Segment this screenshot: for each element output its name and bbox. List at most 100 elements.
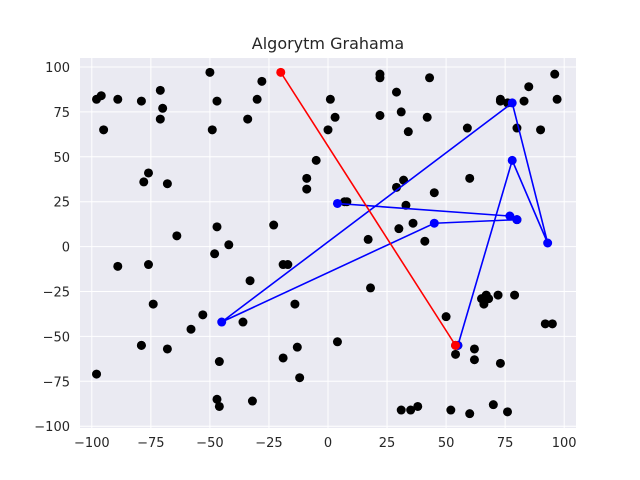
data-point	[420, 236, 430, 246]
x-tick-label: 50	[438, 436, 455, 451]
data-point	[92, 369, 102, 379]
data-point	[375, 110, 385, 120]
x-tick-label: 100	[552, 436, 577, 451]
data-point	[503, 407, 513, 417]
data-point	[332, 337, 342, 347]
data-point	[257, 76, 267, 86]
data-point	[99, 125, 109, 135]
data-point	[451, 349, 461, 359]
data-point	[292, 342, 302, 352]
data-point	[465, 173, 475, 183]
data-point	[408, 218, 418, 228]
data-point	[425, 73, 435, 83]
grid	[80, 58, 576, 428]
data-point	[465, 409, 475, 419]
data-point	[488, 400, 498, 410]
data-point	[155, 114, 165, 124]
data-point	[536, 125, 546, 135]
data-point	[469, 355, 479, 365]
blue-vertex	[543, 238, 553, 248]
y-tick-label: −50	[43, 330, 70, 345]
data-point	[302, 184, 312, 194]
data-point	[519, 96, 529, 106]
y-tick-label: 50	[53, 151, 70, 166]
data-point	[212, 222, 222, 232]
data-point	[550, 69, 560, 79]
data-point	[247, 396, 257, 406]
data-point	[143, 260, 153, 270]
data-point	[495, 96, 505, 106]
y-tick-label: 100	[45, 61, 70, 76]
data-point	[524, 82, 534, 92]
data-point	[311, 155, 321, 165]
data-point	[552, 94, 562, 104]
data-point	[212, 96, 222, 106]
data-point	[278, 260, 288, 270]
y-tick-label: −25	[43, 285, 70, 300]
path-vertices	[217, 67, 553, 350]
data-point	[325, 94, 335, 104]
data-point	[396, 405, 406, 415]
data-point	[323, 125, 333, 135]
data-point	[446, 405, 456, 415]
y-tick-label: −100	[34, 420, 70, 435]
blue-vertex	[332, 198, 342, 208]
data-point	[403, 127, 413, 137]
data-point	[198, 310, 208, 320]
chart-title: Algorytm Grahama	[252, 34, 404, 53]
y-tick-label: 25	[53, 196, 70, 211]
data-point	[136, 96, 146, 106]
data-point	[205, 67, 215, 77]
data-point	[484, 294, 494, 304]
data-point	[212, 394, 222, 404]
data-point	[136, 340, 146, 350]
data-point	[252, 94, 262, 104]
data-point	[148, 299, 158, 309]
data-point	[155, 85, 165, 95]
data-point	[162, 179, 172, 189]
blue-vertex	[512, 215, 522, 225]
data-point	[469, 344, 479, 354]
blue-vertex	[505, 211, 515, 221]
data-point	[290, 299, 300, 309]
data-point	[172, 231, 182, 241]
red-line	[280, 71, 457, 346]
y-tick-label: 0	[62, 241, 70, 256]
data-point	[113, 94, 123, 104]
data-point	[330, 112, 340, 122]
data-point	[143, 168, 153, 178]
data-point	[302, 173, 312, 183]
data-point	[391, 87, 401, 97]
data-point	[366, 283, 376, 293]
data-point	[139, 177, 149, 187]
x-tick-label: 75	[497, 436, 514, 451]
data-point	[441, 312, 451, 322]
red-vertex	[276, 67, 286, 77]
data-point	[413, 401, 423, 411]
data-point	[186, 324, 196, 334]
data-point	[429, 188, 439, 198]
x-tick-label: 0	[324, 436, 332, 451]
blue-vertex	[217, 317, 227, 327]
data-point	[207, 125, 217, 135]
x-tick-label: −75	[137, 436, 164, 451]
data-point	[224, 240, 234, 250]
x-tick-label: −50	[196, 436, 223, 451]
data-point	[422, 112, 432, 122]
x-axis: −100 −75 −50 −25 0 25 50 75 100	[74, 436, 577, 451]
data-point	[510, 290, 520, 300]
y-tick-label: −75	[43, 375, 70, 390]
data-point	[396, 107, 406, 117]
data-point	[278, 353, 288, 363]
x-tick-label: 25	[379, 436, 396, 451]
x-tick-label: −25	[255, 436, 282, 451]
data-point	[394, 224, 404, 234]
data-point	[269, 220, 279, 230]
data-point	[375, 69, 385, 79]
blue-vertex	[507, 98, 517, 108]
blue-vertex	[507, 155, 517, 165]
data-point	[158, 103, 168, 113]
data-point	[243, 114, 253, 124]
data-point	[540, 319, 550, 329]
